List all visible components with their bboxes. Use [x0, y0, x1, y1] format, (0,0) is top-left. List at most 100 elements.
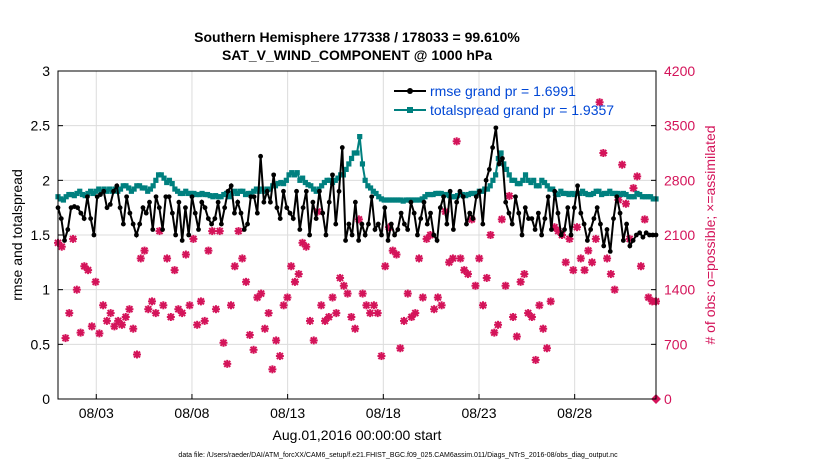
rmse-point	[535, 210, 541, 216]
spread-point	[196, 191, 202, 198]
obs-point	[400, 316, 409, 325]
rmse-point	[310, 199, 316, 205]
obs-stroke	[223, 360, 231, 368]
obs-point	[121, 313, 130, 321]
spread-point	[512, 177, 518, 183]
obs-point	[91, 277, 100, 286]
obs-point	[223, 359, 232, 368]
rmse-point	[421, 199, 427, 205]
obs-stroke	[99, 301, 107, 309]
rmse-point	[486, 167, 492, 172]
spread-point	[240, 188, 246, 194]
obs-point	[204, 246, 213, 255]
rmse-point	[336, 188, 342, 194]
obs-stroke	[174, 305, 183, 313]
spread-point	[357, 134, 363, 140]
spread-point	[117, 186, 124, 192]
obs-point	[343, 289, 352, 298]
obs-stroke	[227, 301, 235, 309]
obs-stroke	[121, 313, 130, 321]
rmse-point	[91, 232, 97, 238]
rmse-point	[431, 232, 437, 238]
rmse-point	[388, 221, 394, 227]
obs-point	[110, 322, 119, 331]
rmse-point	[522, 205, 528, 211]
rmse-point	[85, 194, 90, 200]
spread-point	[332, 177, 338, 183]
spread-point	[354, 150, 360, 156]
spread-point	[321, 179, 327, 186]
spread-point	[275, 181, 281, 187]
obs-stroke	[58, 243, 66, 251]
obs-point	[505, 191, 514, 200]
rmse-point	[359, 221, 365, 227]
obs-stroke	[494, 321, 502, 329]
obs-stroke	[294, 270, 303, 278]
spread-point	[533, 183, 539, 189]
obs-stroke	[272, 336, 280, 345]
rmse-point	[117, 205, 123, 211]
spread-point	[596, 188, 602, 194]
obs-stroke	[264, 309, 273, 317]
left-tick-label: 1.5	[31, 227, 51, 243]
spread-point	[166, 177, 173, 183]
obs-point	[238, 254, 247, 263]
spread-point	[539, 177, 545, 183]
obs-stroke	[249, 346, 258, 354]
obs-stroke	[610, 285, 619, 294]
spread-point	[281, 181, 287, 187]
obs-stroke	[569, 266, 577, 274]
left-tick-label: 0	[42, 391, 50, 407]
obs-point	[185, 301, 194, 310]
spread-point	[509, 177, 515, 183]
rmse-point	[300, 205, 306, 211]
obs-point	[230, 262, 239, 271]
spread-point	[123, 183, 129, 189]
spread-point	[302, 179, 308, 186]
spread-point	[161, 175, 167, 181]
spread-point	[313, 188, 319, 194]
obs-stroke	[159, 301, 168, 309]
obs-point	[117, 320, 126, 329]
obs-stroke	[483, 274, 491, 282]
rmse-point	[120, 221, 126, 227]
rmse-point	[542, 216, 548, 222]
legend-spread-marker	[407, 107, 413, 113]
obs-stroke	[415, 254, 423, 263]
spread-point	[454, 193, 461, 199]
legend-rmse-label: rmse grand pr = 1.6991	[430, 83, 576, 99]
obs-point	[294, 270, 303, 279]
obs-stroke	[193, 321, 201, 329]
obs-stroke	[637, 262, 645, 270]
left-axis-label: rmse and totalspread	[9, 169, 25, 301]
obs-point	[633, 172, 642, 181]
spread-point	[310, 186, 317, 192]
obs-stroke	[106, 309, 115, 317]
obs-stroke	[216, 227, 224, 235]
rmse-point	[555, 210, 561, 216]
spread-point	[463, 193, 469, 199]
obs-point	[132, 350, 141, 359]
obs-stroke	[543, 344, 551, 352]
obs-point	[644, 293, 653, 302]
rmse-point	[454, 199, 460, 205]
obs-point	[324, 313, 333, 321]
obs-point	[588, 258, 597, 267]
rmse-point	[78, 210, 84, 216]
obs-point	[208, 227, 217, 236]
spread-point	[177, 190, 183, 197]
obs-point	[309, 336, 318, 345]
spread-point	[474, 190, 480, 197]
obs-point	[196, 297, 205, 306]
obs-point	[72, 285, 81, 294]
spread-point	[305, 182, 311, 188]
rmse-point	[594, 205, 600, 211]
obs-stroke	[513, 332, 521, 341]
spread-point	[120, 183, 126, 189]
spread-point	[180, 190, 186, 197]
spread-point	[82, 193, 88, 199]
obs-stroke	[479, 301, 487, 309]
obs-point	[366, 309, 375, 318]
spread-point	[522, 172, 529, 178]
obs-stroke	[381, 262, 389, 270]
